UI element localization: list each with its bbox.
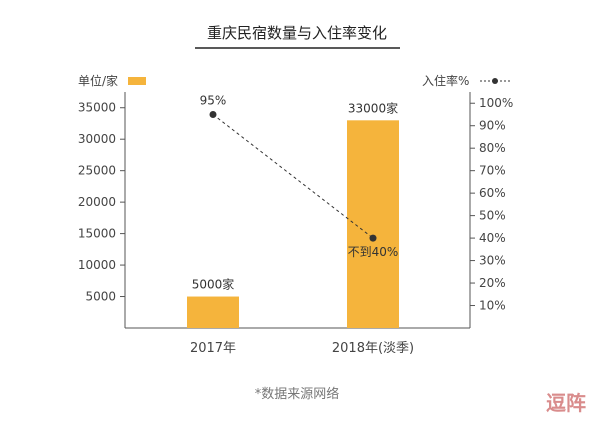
right-tick-label: 80% xyxy=(479,141,506,155)
left-tick-label: 10000 xyxy=(78,258,116,272)
legend-line-swatch xyxy=(480,78,510,84)
left-tick-label: 30000 xyxy=(78,132,116,146)
watermark-logo: 逗阵 xyxy=(546,391,586,415)
left-axis-label: 单位/家 xyxy=(78,73,118,88)
occupancy-point xyxy=(369,234,377,242)
occupancy-line xyxy=(212,114,374,239)
source-note: *数据来源网络 xyxy=(255,386,340,402)
left-tick-label: 20000 xyxy=(78,195,116,209)
legend-bar-swatch xyxy=(128,77,146,85)
right-tick-label: 50% xyxy=(479,209,506,223)
left-tick-label: 35000 xyxy=(78,101,116,115)
right-tick-label: 70% xyxy=(479,164,506,178)
left-tick-label: 25000 xyxy=(78,164,116,178)
bar-value-label: 5000家 xyxy=(192,277,235,292)
right-axis-label: 入住率% xyxy=(422,73,469,88)
x-category-label: 2017年 xyxy=(190,341,236,356)
bar xyxy=(187,296,239,328)
right-tick-label: 100% xyxy=(479,96,513,110)
x-category-label: 2018年(淡季) xyxy=(332,341,414,356)
occupancy-value-label: 95% xyxy=(200,93,227,107)
right-tick-label: 40% xyxy=(479,231,506,245)
line-series: 95% 不到40% xyxy=(200,93,399,259)
x-axis-categories: 2017年 2018年(淡季) xyxy=(190,341,414,356)
right-tick-label: 20% xyxy=(479,276,506,290)
bar-series: 5000家 33000家 xyxy=(187,100,399,328)
right-tick-label: 30% xyxy=(479,254,506,268)
left-tick-label: 15000 xyxy=(78,227,116,241)
occupancy-value-label: 不到40% xyxy=(348,245,399,259)
right-tick-label: 10% xyxy=(479,299,506,313)
chart-title: 重庆民宿数量与入住率变化 xyxy=(207,24,387,42)
right-tick-label: 60% xyxy=(479,186,506,200)
occupancy-point xyxy=(209,110,217,118)
left-tick-label: 5000 xyxy=(85,290,116,304)
bar xyxy=(347,120,399,328)
bar-value-label: 33000家 xyxy=(348,100,398,115)
right-tick-label: 90% xyxy=(479,119,506,133)
right-axis-ticks: 10% 20% 30% 40% 50% 60% 70% 80% 90% 100% xyxy=(470,96,513,313)
left-axis-ticks: 5000 10000 15000 20000 25000 30000 35000 xyxy=(78,101,125,304)
